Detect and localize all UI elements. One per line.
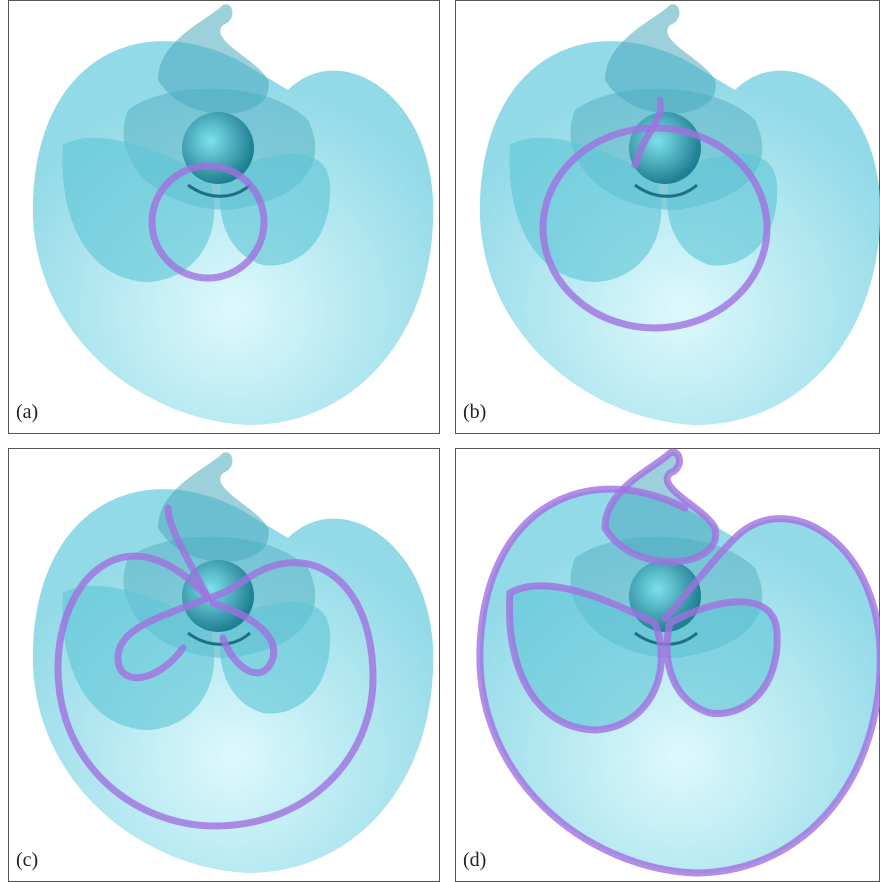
panel-b: (b) — [456, 1, 880, 434]
panel-c: (c) — [9, 449, 440, 882]
page: (a) (b) (c) (d) (() => { const data = JS… — [0, 0, 880, 882]
figure: (a) (b) (c) (d) — [0, 0, 880, 882]
panel-label: (d) — [463, 849, 486, 871]
panel-a: (a) — [9, 1, 440, 434]
panel-d: (d) — [456, 449, 880, 882]
panel-label: (c) — [16, 849, 38, 871]
panel-label: (a) — [16, 401, 38, 423]
panel-label: (b) — [463, 401, 486, 423]
